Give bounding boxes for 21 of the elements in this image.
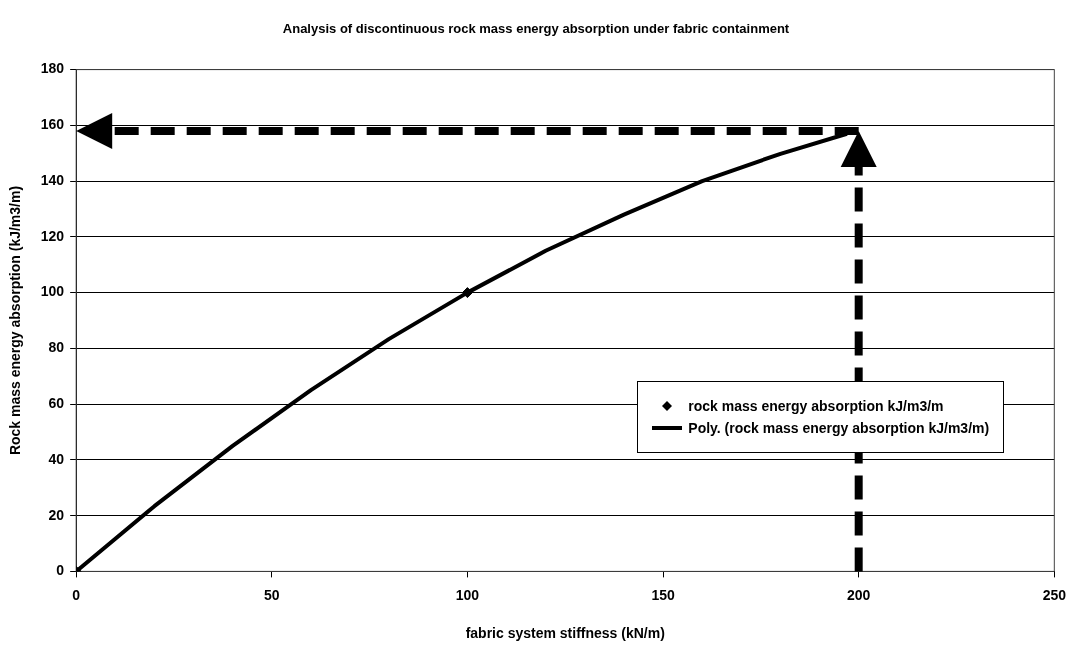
x-tick-label: 150 — [651, 586, 675, 603]
y-tick-label: 120 — [40, 227, 65, 244]
y-tick-label: 140 — [40, 171, 65, 188]
y-tick-label: 180 — [40, 60, 65, 77]
legend-label: rock mass energy absorption kJ/m3/m — [688, 397, 944, 414]
y-tick-label: 40 — [48, 450, 65, 467]
x-tick-label: 50 — [264, 586, 280, 603]
legend-label: Poly. (rock mass energy absorption kJ/m3/m) — [688, 419, 990, 436]
x-tick-label: 200 — [847, 586, 871, 603]
y-tick-label: 100 — [40, 283, 65, 300]
y-tick-label: 0 — [56, 562, 65, 579]
y-tick-label: 80 — [48, 339, 65, 356]
y-axis-title: Rock mass energy absorption (kJ/m3/m) — [7, 185, 24, 456]
y-tick-label: 160 — [40, 116, 65, 133]
x-tick-label: 250 — [1042, 586, 1067, 603]
y-tick-label: 20 — [48, 506, 65, 523]
chart-title: Analysis of discontinuous rock mass energy absorption under fabric containment — [282, 21, 790, 37]
x-axis-title: fabric system stiffness (kN/m) — [465, 625, 665, 642]
y-tick-label: 60 — [48, 394, 65, 411]
x-tick-label: 0 — [72, 586, 81, 603]
x-tick-label: 100 — [455, 586, 480, 603]
